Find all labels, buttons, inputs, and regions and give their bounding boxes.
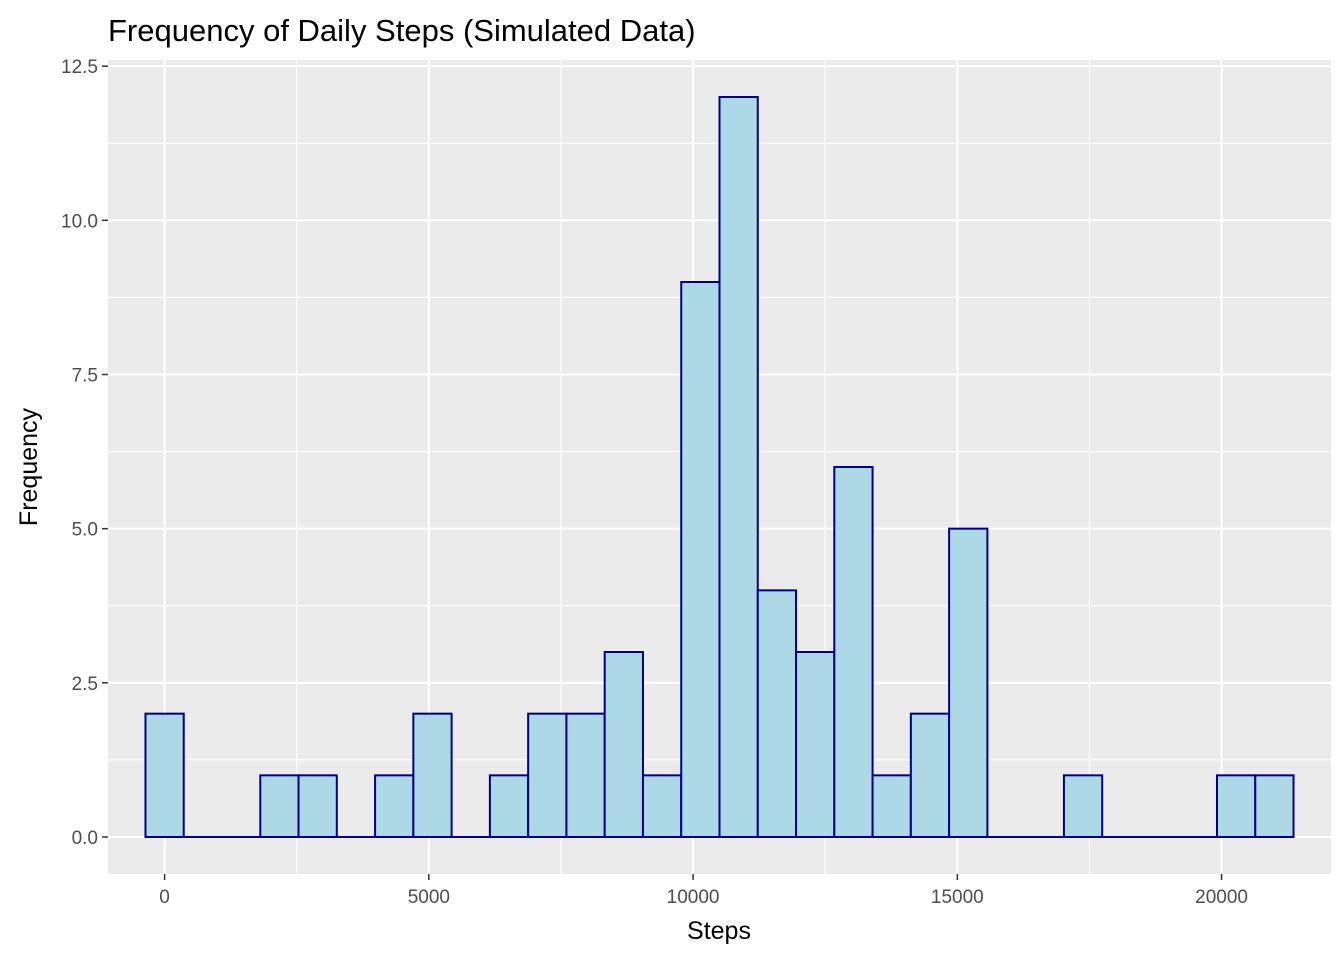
y-axis-title: Frequency bbox=[15, 407, 43, 526]
y-tick-label: 2.5 bbox=[72, 674, 98, 695]
histogram-bar bbox=[259, 774, 300, 838]
histogram-bar bbox=[412, 712, 453, 839]
y-tick-label: 12.5 bbox=[61, 57, 98, 78]
histogram-bar bbox=[1215, 774, 1257, 838]
histogram-bar bbox=[795, 651, 836, 838]
histogram-bar bbox=[909, 712, 951, 839]
histogram-bar bbox=[603, 651, 644, 838]
histogram-bar bbox=[680, 281, 721, 838]
bars bbox=[144, 96, 1295, 839]
y-tick-label: 10.0 bbox=[61, 211, 98, 232]
histogram-bar bbox=[833, 466, 874, 838]
histogram-bar bbox=[144, 712, 185, 839]
histogram-bar bbox=[1254, 774, 1295, 838]
x-tick-label: 15000 bbox=[931, 887, 984, 908]
x-tick-label: 0 bbox=[159, 887, 170, 908]
histogram-bar bbox=[374, 774, 415, 838]
histogram-bar bbox=[1062, 774, 1104, 838]
histogram-bar bbox=[565, 712, 606, 839]
x-axis-title: Steps bbox=[687, 917, 751, 945]
y-tick-label: 7.5 bbox=[72, 366, 98, 387]
x-tick-label: 5000 bbox=[408, 887, 450, 908]
y-tick-label: 5.0 bbox=[72, 520, 98, 541]
chart-title: Frequency of Daily Steps (Simulated Data… bbox=[108, 13, 696, 48]
x-axis-ticks: 0 5000 10000 15000 20000 bbox=[159, 874, 1248, 908]
x-tick-label: 20000 bbox=[1195, 887, 1248, 908]
histogram-bar bbox=[297, 774, 338, 838]
histogram-bar bbox=[756, 589, 798, 838]
x-tick-label: 10000 bbox=[667, 887, 720, 908]
y-tick-label: 0.0 bbox=[72, 828, 98, 849]
histogram-bar bbox=[871, 774, 912, 838]
histogram-bar bbox=[641, 774, 683, 838]
histogram-bar bbox=[488, 774, 530, 838]
histogram-bar bbox=[718, 96, 759, 838]
histogram-bar bbox=[527, 712, 568, 839]
y-axis-ticks: 0.0 2.5 5.0 7.5 10.0 12.5 bbox=[61, 57, 108, 849]
histogram-bar bbox=[948, 527, 989, 839]
